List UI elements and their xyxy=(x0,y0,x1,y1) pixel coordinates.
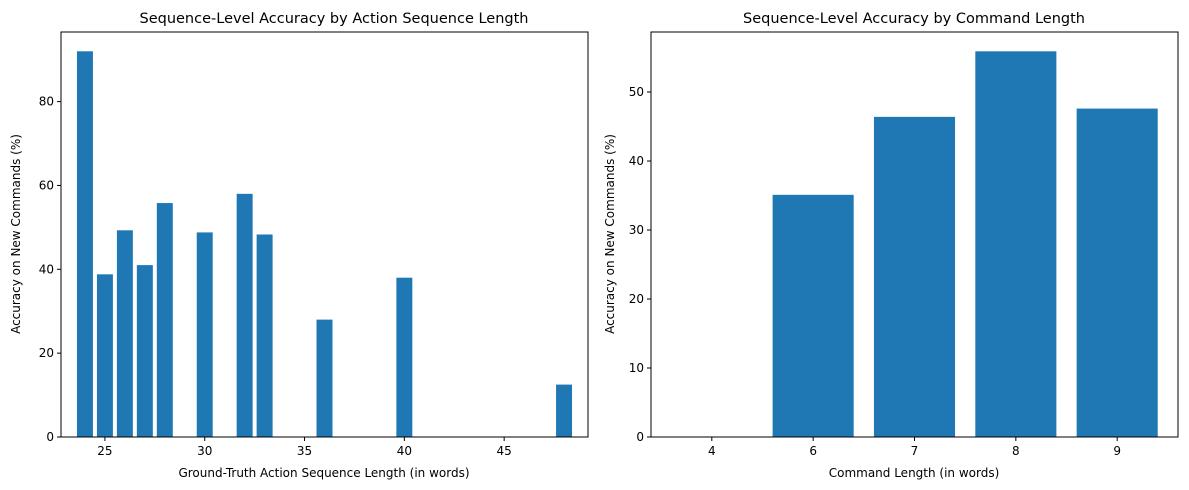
bar xyxy=(1076,108,1158,438)
y-tick-label: 30 xyxy=(629,223,644,237)
bar xyxy=(196,232,213,437)
bar xyxy=(975,51,1057,437)
y-tick-label: 20 xyxy=(39,346,54,360)
x-tick-label: 8 xyxy=(1012,444,1020,458)
y-axis-label: Accuracy on New Commands (%) xyxy=(603,134,617,334)
bar xyxy=(76,51,93,438)
bar xyxy=(256,234,273,437)
bar xyxy=(116,230,133,437)
x-axis-label: Ground-Truth Action Sequence Length (in … xyxy=(178,466,469,480)
y-tick-label: 60 xyxy=(39,178,54,192)
y-axis-ticks: 0 10 20 30 40 50 xyxy=(629,85,651,444)
x-tick-label: 4 xyxy=(708,444,716,458)
bar-group xyxy=(772,51,1158,438)
bar xyxy=(873,116,956,438)
y-tick-label: 0 xyxy=(46,430,54,444)
x-tick-label: 25 xyxy=(97,444,112,458)
y-tick-label: 10 xyxy=(629,361,644,375)
bar-group xyxy=(76,51,573,438)
x-axis-ticks: 4 6 7 8 9 xyxy=(708,437,1121,458)
y-tick-label: 0 xyxy=(636,430,644,444)
y-axis-label: Accuracy on New Commands (%) xyxy=(9,134,23,334)
bar xyxy=(556,384,573,437)
x-tick-label: 7 xyxy=(911,444,919,458)
x-axis-label: Command Length (in words) xyxy=(829,466,1000,480)
y-tick-label: 80 xyxy=(39,95,54,109)
chart-title: Sequence-Level Accuracy by Command Lengt… xyxy=(743,11,1085,27)
bar xyxy=(772,194,854,437)
chart-action-sequence-length: Sequence-Level Accuracy by Action Sequen… xyxy=(9,11,589,480)
y-tick-label: 20 xyxy=(629,292,644,306)
x-tick-label: 40 xyxy=(397,444,412,458)
bar xyxy=(236,193,253,437)
plot-frame xyxy=(60,31,589,438)
bar xyxy=(96,274,113,437)
bar xyxy=(156,203,173,437)
plot-frame xyxy=(650,31,1179,438)
x-tick-label: 6 xyxy=(809,444,817,458)
y-axis-ticks: 0 20 40 60 80 xyxy=(39,95,61,444)
x-tick-label: 30 xyxy=(197,444,212,458)
x-tick-label: 9 xyxy=(1113,444,1121,458)
bar xyxy=(396,277,413,437)
x-tick-label: 45 xyxy=(497,444,512,458)
y-tick-label: 40 xyxy=(629,154,644,168)
chart-title: Sequence-Level Accuracy by Action Sequen… xyxy=(139,11,528,27)
bar xyxy=(316,319,333,437)
x-tick-label: 35 xyxy=(297,444,312,458)
y-tick-label: 50 xyxy=(629,85,644,99)
x-axis-ticks: 25 30 35 40 45 xyxy=(97,437,512,458)
bar xyxy=(136,265,153,437)
chart-command-length: Sequence-Level Accuracy by Command Lengt… xyxy=(603,11,1179,480)
y-tick-label: 40 xyxy=(39,262,54,276)
